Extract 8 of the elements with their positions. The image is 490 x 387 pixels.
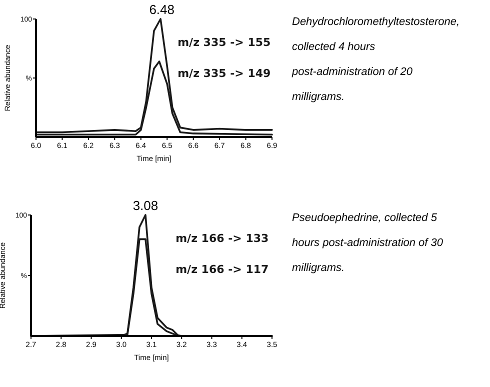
annotation: 3.08: [132, 198, 158, 213]
annotation: 6.48: [149, 2, 175, 17]
text: m/z 166 -> 133: [176, 232, 269, 245]
text: Pseudoephedrine, collected 5 hours post-administration of 30 milligrams.: [292, 212, 444, 274]
text: Dehydrochloromethyltestosterone, collected 4 hours post-administration of 20 milligrams.: [291, 16, 460, 103]
text: m/z 166 -> 117: [176, 263, 269, 276]
series-label: m/z 335 -> 155: [178, 36, 271, 49]
series-label: m/z 335 -> 149: [178, 67, 271, 80]
